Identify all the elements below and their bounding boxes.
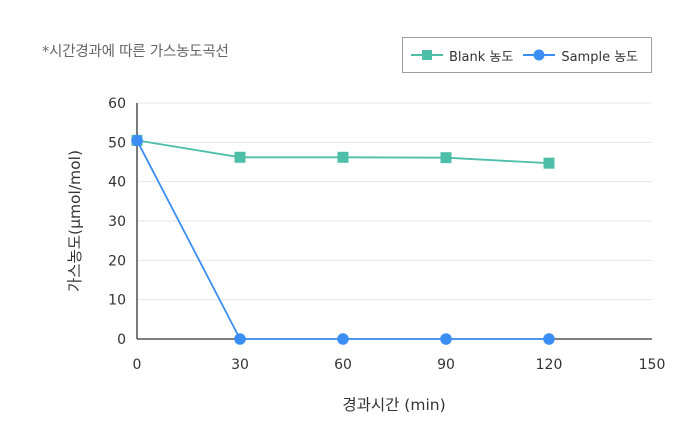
- data-point-0-2: [337, 151, 349, 163]
- y-tick-label-20: 20: [108, 253, 126, 269]
- legend-label-sample: Sample 농도: [561, 49, 639, 65]
- legend-entry-sample: Sample 농도: [523, 46, 638, 65]
- x-tick-label-150: 150: [639, 357, 666, 373]
- y-tick-label-40: 40: [108, 175, 126, 191]
- y-tick-label-10: 10: [108, 293, 126, 309]
- data-point-1-1: [234, 333, 246, 345]
- data-point-1-2: [337, 333, 349, 345]
- y-tick-label-60: 60: [108, 96, 126, 112]
- x-tick-label-120: 120: [536, 357, 563, 373]
- legend-swatch-sample: [523, 49, 556, 61]
- x-tick-label-0: 0: [133, 357, 142, 373]
- legend-entry-blank: Blank 농도: [411, 46, 513, 65]
- legend-label-blank: Blank 농도: [449, 49, 514, 65]
- y-axis-title: 가스농도(μmol/mol): [66, 150, 84, 292]
- legend: Blank 농도 Sample 농도: [402, 37, 652, 73]
- x-tick-label-90: 90: [437, 357, 455, 373]
- y-tick-label-50: 50: [108, 135, 126, 151]
- y-tick-label-0: 0: [117, 332, 126, 348]
- data-point-1-4: [543, 333, 555, 345]
- x-tick-label-30: 30: [231, 357, 249, 373]
- chart-title: *시간경과에 따른 가스농도곡선: [42, 44, 229, 60]
- x-axis-title: 경과시간 (min): [342, 396, 445, 414]
- legend-swatch-blank: [411, 50, 443, 60]
- data-point-1-3: [440, 333, 452, 345]
- data-point-1-0: [131, 134, 143, 147]
- data-point-0-4: [543, 157, 555, 169]
- data-point-0-1: [234, 151, 246, 163]
- data-point-0-3: [440, 152, 452, 164]
- x-tick-label-60: 60: [334, 357, 352, 373]
- y-tick-label-30: 30: [108, 214, 126, 230]
- series-line-1: [136, 139, 549, 340]
